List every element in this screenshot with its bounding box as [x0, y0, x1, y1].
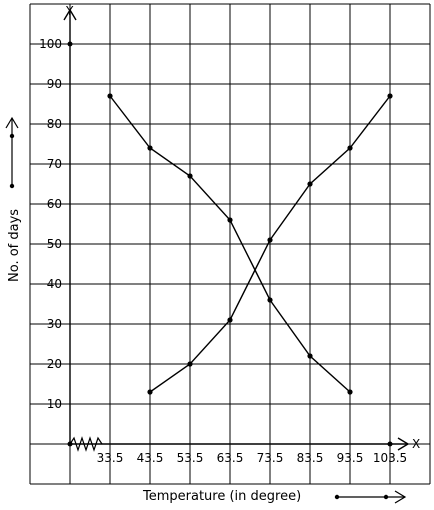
x-direction-arrow: [334, 490, 407, 504]
x-axis-label: Temperature (in degree): [142, 489, 301, 504]
y-direction-arrow: [5, 116, 19, 189]
y-axis-arrowhead: [63, 8, 77, 21]
y-tick-label: 100: [39, 37, 62, 51]
series-points: [107, 93, 393, 395]
x-tick-label: 53.5: [177, 451, 204, 465]
y-tick-label: 40: [47, 277, 62, 291]
y-tick-label: 80: [47, 117, 62, 131]
y-tick-label: 10: [47, 397, 62, 411]
series-2-point: [267, 237, 273, 243]
series-1-point: [147, 145, 153, 151]
series-2-point: [187, 361, 193, 367]
y-tick-label: 90: [47, 77, 62, 91]
axis-break-zigzag: [69, 436, 103, 452]
axes: [63, 8, 410, 451]
x-axis-letter: X: [412, 437, 420, 451]
y-axis-letter: Y: [65, 4, 74, 18]
series-2-point: [347, 145, 353, 151]
y-axis-label: No. of days: [7, 209, 22, 282]
x-tick-label: 103.5: [373, 451, 407, 465]
x-tick-label: 63.5: [217, 451, 244, 465]
y-tick-label: 30: [47, 317, 62, 331]
series-1-point: [347, 389, 353, 395]
x-axis-end-dot: [387, 441, 393, 447]
y-tick-label: 50: [47, 237, 62, 251]
series-1-point: [107, 93, 113, 99]
y-tick-label: 20: [47, 357, 62, 371]
grid: [29, 3, 431, 485]
x-tick-label: 33.5: [97, 451, 124, 465]
y-tick-label: 60: [47, 197, 62, 211]
x-tick-label: 93.5: [337, 451, 364, 465]
x-axis-arrowhead: [397, 437, 410, 451]
tick-labels: 33.5 43.5 53.5 63.5 73.5 83.5 93.5 103.5 10 20 30 4…: [39, 37, 407, 465]
x-tick-label: 83.5: [297, 451, 324, 465]
series-2-point: [387, 93, 393, 99]
x-tick-label: 43.5: [137, 451, 164, 465]
series-2-point: [227, 317, 233, 323]
x-tick-label: 73.5: [257, 451, 284, 465]
series-1-point: [187, 173, 193, 179]
y-tick-label: 70: [47, 157, 62, 171]
series-2-point: [147, 389, 153, 395]
series-1-point: [267, 297, 273, 303]
series-1-point: [307, 353, 313, 359]
series-2-point: [307, 181, 313, 187]
series-1-point: [227, 217, 233, 223]
